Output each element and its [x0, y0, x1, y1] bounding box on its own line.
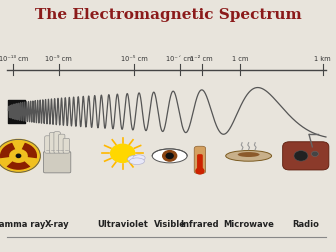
Circle shape	[294, 151, 308, 162]
Circle shape	[0, 140, 40, 173]
FancyBboxPatch shape	[49, 133, 56, 153]
Text: 10⁻´ cm: 10⁻´ cm	[166, 56, 194, 62]
FancyBboxPatch shape	[63, 139, 70, 153]
Ellipse shape	[133, 155, 145, 162]
Text: 1⁻² cm: 1⁻² cm	[190, 56, 213, 62]
Circle shape	[196, 168, 204, 174]
Text: Ultraviolet: Ultraviolet	[97, 219, 148, 228]
Text: Microwave: Microwave	[223, 219, 274, 228]
Ellipse shape	[129, 158, 144, 165]
Wedge shape	[22, 143, 37, 159]
Ellipse shape	[238, 152, 259, 158]
Text: 10⁻¹³ cm: 10⁻¹³ cm	[0, 56, 28, 62]
FancyBboxPatch shape	[45, 136, 51, 153]
Ellipse shape	[128, 156, 142, 163]
FancyBboxPatch shape	[197, 154, 203, 172]
Wedge shape	[6, 162, 31, 170]
Circle shape	[311, 152, 319, 157]
Text: Gamma ray: Gamma ray	[0, 219, 45, 228]
Text: 10⁻⁹ cm: 10⁻⁹ cm	[45, 56, 72, 62]
FancyBboxPatch shape	[43, 152, 71, 173]
Text: 1 km: 1 km	[314, 56, 331, 62]
Text: The Electromagnetic Spectrum: The Electromagnetic Spectrum	[35, 8, 301, 21]
FancyBboxPatch shape	[54, 132, 60, 153]
Text: Infrared: Infrared	[181, 219, 219, 228]
Circle shape	[15, 153, 22, 159]
Circle shape	[163, 151, 177, 162]
Text: Radio: Radio	[292, 219, 319, 228]
Circle shape	[16, 155, 21, 158]
FancyBboxPatch shape	[58, 135, 65, 153]
Text: X-ray: X-ray	[45, 219, 70, 228]
Ellipse shape	[226, 151, 271, 162]
Ellipse shape	[152, 149, 187, 163]
Text: Visible: Visible	[154, 219, 186, 228]
FancyBboxPatch shape	[283, 142, 329, 170]
Wedge shape	[0, 143, 15, 159]
Circle shape	[111, 145, 135, 163]
Circle shape	[166, 154, 173, 159]
FancyBboxPatch shape	[194, 147, 206, 174]
Text: 10⁻⁵ cm: 10⁻⁵ cm	[121, 56, 148, 62]
Text: 1 cm: 1 cm	[232, 56, 248, 62]
